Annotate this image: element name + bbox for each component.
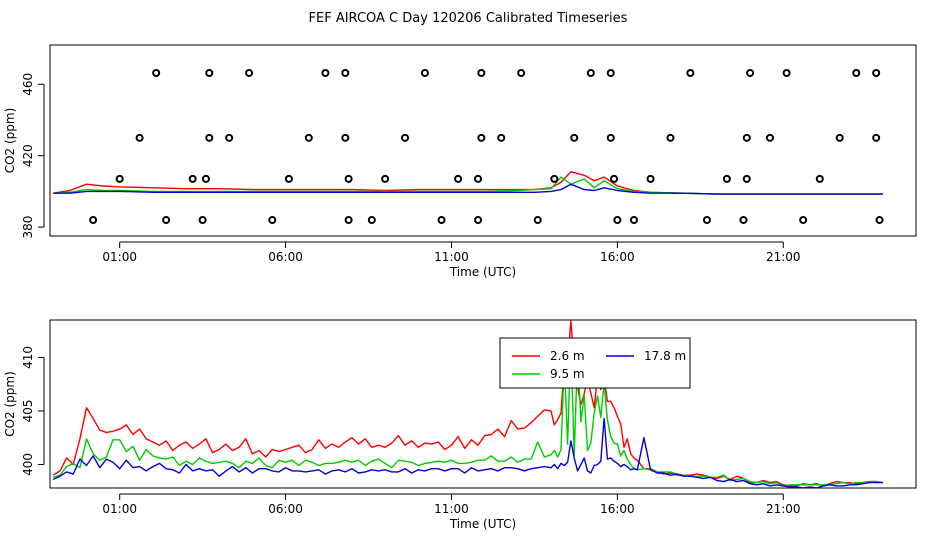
outlier-point: [381, 174, 390, 183]
outlier-point: [321, 69, 330, 77]
y-axis-label: CO2 (ppm): [3, 108, 17, 174]
x-tick-label: 16:00: [600, 250, 635, 264]
outlier-point: [135, 133, 144, 142]
outlier-point: [205, 69, 214, 77]
plot-frame: [49, 44, 917, 237]
outlier-point: [570, 133, 579, 142]
x-tick-label: 06:00: [268, 250, 303, 264]
outlier-point: [344, 174, 353, 183]
series-line-3: [53, 183, 883, 195]
outlier-point: [766, 133, 775, 142]
outlier-point: [875, 216, 884, 224]
plot-frame: [49, 319, 917, 489]
outlier-point: [245, 69, 254, 77]
plot-area: [53, 170, 883, 195]
outlier-point: [613, 216, 622, 224]
outlier-point: [646, 174, 655, 183]
x-tick-label: 21:00: [766, 250, 801, 264]
legend-label: 2.6 m: [550, 349, 585, 363]
y-tick-label: 380: [21, 216, 35, 239]
outlier-point: [815, 174, 824, 183]
y-axis-label: CO2 (ppm): [3, 371, 17, 437]
outlier-point: [401, 133, 410, 142]
plot-area: [52, 320, 883, 488]
y-tick-label: 420: [21, 144, 35, 167]
outlier-point: [225, 133, 234, 142]
outlier-point: [550, 174, 559, 183]
outlier-point: [872, 69, 881, 77]
outlier-point: [852, 69, 861, 77]
outlier-point: [702, 216, 711, 224]
outlier-point: [198, 216, 207, 224]
x-tick-label: 11:00: [434, 250, 469, 264]
y-tick-label: 410: [21, 346, 35, 369]
outlier-point: [722, 174, 731, 183]
outlier-point: [517, 69, 526, 77]
x-axis-label: Time (UTC): [449, 517, 516, 531]
outlier-point: [89, 216, 98, 224]
outlier-point: [474, 216, 483, 224]
figure-title: FEF AIRCOA C Day 120206 Calibrated Times…: [309, 11, 628, 26]
outlier-point: [782, 69, 791, 77]
outlier-point: [739, 216, 748, 224]
outlier-point: [533, 216, 542, 224]
legend-label: 9.5 m: [550, 367, 585, 381]
x-tick-label: 01:00: [102, 502, 137, 516]
outlier-point: [268, 216, 277, 224]
outlier-point: [477, 133, 486, 142]
outlier-point: [606, 69, 615, 77]
outlier-point: [201, 174, 210, 183]
series-line-2: [53, 176, 883, 195]
y-tick-label: 400: [21, 453, 35, 476]
legend: 2.6 m 9.5 m 17.8 m: [499, 337, 691, 389]
outlier-point: [799, 216, 808, 224]
outlier-point: [188, 174, 197, 183]
legend-box: [499, 337, 691, 389]
outlier-point: [586, 69, 595, 77]
y-tick-label: 460: [21, 73, 35, 96]
x-tick-label: 21:00: [766, 502, 801, 516]
outlier-point: [437, 216, 446, 224]
outlier-point: [835, 133, 844, 142]
outlier-point: [344, 216, 353, 224]
outlier-point: [304, 133, 313, 142]
outlier-point: [497, 133, 506, 142]
outlier-point: [367, 216, 376, 224]
legend-label: 17.8 m: [644, 349, 686, 363]
outlier-point: [284, 174, 293, 183]
outlier-point: [205, 133, 214, 142]
outlier-point: [477, 69, 486, 77]
outlier-point: [454, 174, 463, 183]
x-axis-label: Time (UTC): [449, 265, 516, 279]
outlier-point: [606, 133, 615, 142]
outlier-point: [686, 69, 695, 77]
x-tick-label: 06:00: [268, 502, 303, 516]
outlier-point: [666, 133, 675, 142]
outlier-point: [742, 174, 751, 183]
bottom-panel-co2-lines: 01:00 06:00 11:00 16:00 21:00 Time (UTC) 400 40…: [3, 319, 917, 531]
outlier-point: [742, 133, 751, 142]
outlier-point: [629, 216, 638, 224]
series-line-2: [53, 337, 883, 487]
outlier-point: [610, 174, 619, 183]
outlier-point: [420, 69, 429, 77]
outlier-point: [162, 216, 171, 224]
outlier-point: [341, 133, 350, 142]
series-line-3: [52, 417, 883, 488]
x-tick-label: 11:00: [434, 502, 469, 516]
outlier-point: [872, 133, 881, 142]
series-line-1: [52, 320, 883, 487]
x-tick-label: 01:00: [102, 250, 137, 264]
y-tick-label: 405: [21, 400, 35, 423]
outlier-point: [341, 69, 350, 77]
x-tick-label: 16:00: [600, 502, 635, 516]
outlier-point: [746, 69, 755, 77]
outlier-point: [152, 69, 161, 77]
outlier-point: [474, 174, 483, 183]
outlier-point: [115, 174, 124, 183]
top-panel-outlier-scatter: 01:00 06:00 11:00 16:00 21:00 Time (UTC) 380 42…: [3, 44, 917, 279]
